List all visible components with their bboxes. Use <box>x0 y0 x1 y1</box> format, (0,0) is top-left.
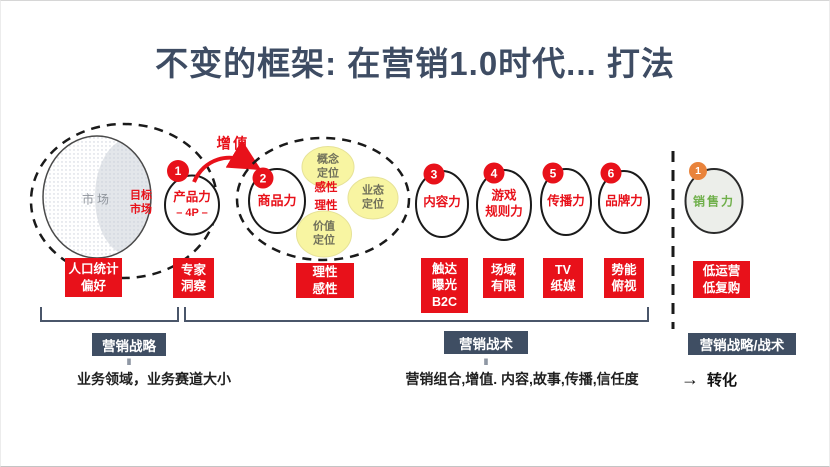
bubble-value <box>296 210 352 258</box>
product-label: 产品力 <box>173 190 211 205</box>
product-sub-label: – 4P – <box>176 207 208 220</box>
goods-badge: 2 <box>252 167 274 189</box>
content-label: 内容力 <box>423 195 461 210</box>
spread-circle <box>540 168 592 236</box>
emotional-label: 感性 <box>314 182 338 194</box>
page-title: 不变的框架: 在营销1.0时代... 打法 <box>155 45 675 82</box>
tactics-bracket <box>184 307 649 322</box>
rules-note: 场域 有限 <box>483 258 524 298</box>
sales-note: 低运营 低复购 <box>693 261 750 298</box>
tactics-box: 营销战术 <box>444 331 528 354</box>
product-note: 专家 洞察 <box>173 258 214 298</box>
brand-badge: 6 <box>600 162 622 184</box>
conversion-label: 转化 <box>707 372 738 389</box>
strategy-tactics-box: 营销战略/战术 <box>688 333 796 355</box>
bubble-value-label: 价值 定位 <box>313 220 335 246</box>
market-note: 人口统计 偏好 <box>65 258 122 297</box>
bubble-biz-label: 业态 定位 <box>362 184 384 210</box>
conversion-row: → 转化 <box>681 369 737 390</box>
sales-circle <box>684 168 744 234</box>
bubble-concept-label: 概念 定位 <box>317 153 339 179</box>
sales-label: 销售力 <box>692 194 736 209</box>
market-label: 市场 <box>81 192 113 207</box>
strategy-box: 营销战略 <box>92 333 166 356</box>
rational-label: 理性 <box>314 200 338 212</box>
bubble-biz <box>347 176 399 220</box>
conversion-arrow-icon: → <box>681 369 699 389</box>
strategy-equals: ‖ <box>126 357 132 367</box>
tactics-desc: 营销组合,增值. 内容,故事,传播,信任度 <box>405 371 639 387</box>
content-badge: 3 <box>423 163 445 185</box>
spread-label: 传播力 <box>547 194 585 209</box>
product-circle <box>164 174 220 236</box>
strategy-desc: 业务领域，业务赛道大小 <box>77 371 231 387</box>
rules-label: 游戏 规则力 <box>485 188 523 218</box>
strategy-bracket <box>40 307 179 322</box>
spread-note: TV 纸媒 <box>543 258 583 298</box>
target-market-label: 目标 市场 <box>130 189 152 216</box>
product-badge: 1 <box>167 160 189 182</box>
rules-badge: 4 <box>483 162 505 184</box>
goods-label: 商品力 <box>257 192 297 208</box>
brand-note: 势能 俯视 <box>604 258 644 298</box>
bubble-concept <box>301 146 355 188</box>
stage2-dashed-ellipse <box>235 136 411 262</box>
spread-badge: 5 <box>542 162 564 184</box>
content-note: 触达 曝光 B2C <box>421 258 468 313</box>
increment-label: 增值 <box>216 136 250 153</box>
goods-note: 理性 感性 <box>296 263 354 298</box>
increment-arrow <box>192 140 262 183</box>
sales-badge: 1 <box>689 162 707 180</box>
tactics-equals: ‖ <box>483 357 489 367</box>
brand-label: 品牌力 <box>605 194 643 209</box>
brand-circle <box>598 170 650 234</box>
